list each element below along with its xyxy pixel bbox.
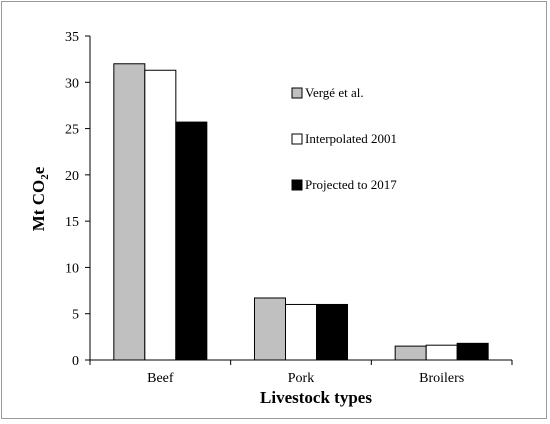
y-tick-label: 30: [65, 76, 79, 91]
chart-frame: 0 5 10 15 20 25 30 35 Beef Pork Broilers Vergé et…: [1, 1, 547, 419]
y-tick-label: 15: [65, 215, 79, 230]
legend: Vergé et al. Interpolated 2001 Projected t…: [291, 85, 397, 192]
x-tick-label: Beef: [147, 371, 174, 386]
y-tick-label: 35: [65, 30, 79, 45]
legend-label: Vergé et al.: [305, 85, 364, 100]
bar: [254, 297, 286, 361]
bar: [113, 63, 146, 361]
y-tick-label: 25: [65, 123, 79, 138]
x-tick-label: Broilers: [419, 371, 464, 386]
legend-swatch: [291, 133, 303, 145]
y-axis-title-main: Mt CO: [29, 180, 48, 231]
y-tick-label: 5: [72, 308, 79, 323]
legend-label: Interpolated 2001: [305, 131, 397, 146]
bar: [175, 121, 208, 361]
legend-label: Projected to 2017: [305, 177, 397, 192]
y-axis-ticks: 0 5 10 15 20 25 30 35: [65, 30, 90, 369]
bar: [456, 342, 489, 361]
legend-swatch: [291, 179, 303, 191]
bar: [425, 344, 458, 361]
x-axis-ticks: Beef Pork Broilers: [89, 360, 513, 386]
y-tick-label: 20: [65, 169, 79, 184]
x-axis-title: Livestock types: [260, 388, 372, 407]
bars: [113, 63, 489, 361]
y-axis-title-subscript: 2: [39, 174, 51, 180]
y-tick-label: 0: [72, 354, 79, 369]
y-axis-title: Mt CO2e: [29, 166, 51, 231]
bar: [394, 345, 427, 361]
bar: [285, 303, 317, 361]
y-axis-title-tail: e: [29, 166, 48, 174]
legend-swatch: [291, 87, 303, 99]
y-tick-label: 10: [65, 261, 79, 276]
bar: [316, 303, 348, 361]
bar: [144, 69, 177, 361]
x-tick-label: Pork: [288, 371, 314, 386]
